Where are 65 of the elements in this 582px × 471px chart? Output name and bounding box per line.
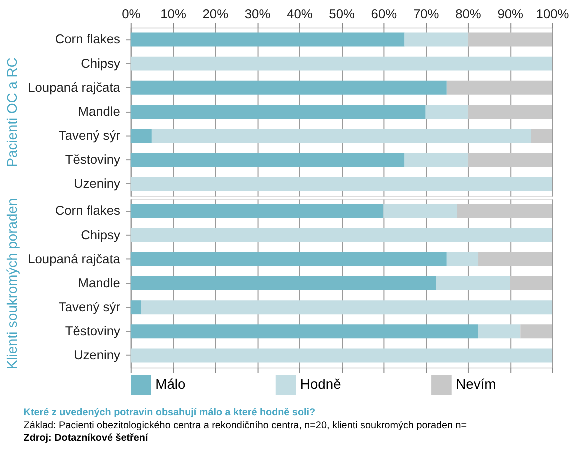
bar (531, 129, 552, 144)
x-tick-label: 100% (536, 6, 570, 22)
bar (468, 32, 552, 47)
bar (152, 129, 532, 144)
bar (436, 276, 510, 290)
bar (468, 104, 552, 119)
y-tick-label: Chipsy (81, 227, 122, 242)
bar (130, 177, 552, 192)
bar (130, 300, 142, 315)
bar (468, 153, 552, 168)
bar (478, 252, 552, 266)
bar (130, 153, 405, 168)
bar (130, 80, 447, 95)
y-tick-label: Corn flakes (55, 203, 120, 218)
y-tick-label: Uzeniny (74, 348, 122, 363)
bar (130, 276, 436, 290)
bar (404, 32, 468, 47)
text: Které z uvedených potravin obsahují málo a které hodně soli? (24, 407, 316, 418)
bar (130, 228, 552, 242)
bar (130, 56, 552, 71)
legend-label: Hodně (300, 376, 342, 392)
x-tick-label: 40% (287, 6, 313, 22)
bar (446, 80, 552, 95)
bar (130, 204, 384, 218)
bar (384, 204, 458, 218)
bar (130, 32, 405, 47)
y-axis-title: Pacienti OC a RC (4, 58, 20, 168)
bar (510, 276, 552, 290)
text: Zdroj: Dotazníkové šetření (24, 433, 150, 444)
x-tick-label: 0% (122, 6, 141, 22)
bar (130, 104, 426, 119)
bar (478, 324, 521, 339)
y-tick-label: Tavený sýr (58, 128, 122, 144)
y-tick-label: Loupaná rajčata (28, 251, 122, 266)
bar (130, 348, 552, 363)
y-tick-label: Těstoviny (65, 152, 122, 168)
legend-label: Málo (156, 376, 186, 392)
y-tick-label: Uzeniny (74, 176, 122, 192)
y-tick-label: Mandle (78, 275, 120, 290)
y-tick-label: Mandle (78, 104, 120, 119)
legend-label: Nevím (456, 376, 496, 392)
y-tick-label: Tavený sýr (58, 300, 122, 315)
bar (457, 204, 552, 218)
bar (446, 252, 479, 266)
x-tick-label: 90% (498, 6, 524, 22)
bar (130, 252, 447, 266)
x-tick-label: 10% (160, 6, 186, 22)
y-axis-title: Klienti soukromých poraden (4, 198, 20, 370)
bar (426, 104, 468, 119)
bar (520, 324, 552, 339)
y-tick-label: Corn flakes (55, 32, 120, 47)
x-tick-label: 60% (371, 6, 398, 22)
x-tick-label: 70% (413, 6, 440, 22)
x-tick-label: 20% (202, 6, 229, 22)
bar (130, 324, 479, 339)
bar (141, 300, 552, 315)
bar (130, 129, 152, 144)
x-tick-label: 80% (456, 6, 482, 22)
x-tick-label: 50% (329, 6, 355, 22)
y-tick-label: Těstoviny (65, 324, 122, 339)
text: Základ: Pacienti obezitologického centra a rekondičního centra, n=20, klienti soukromých poraden n= (24, 420, 468, 432)
y-tick-label: Chipsy (81, 56, 122, 71)
bar (404, 153, 468, 168)
y-tick-label: Loupaná rajčata (28, 80, 122, 95)
x-tick-label: 30% (244, 6, 271, 22)
